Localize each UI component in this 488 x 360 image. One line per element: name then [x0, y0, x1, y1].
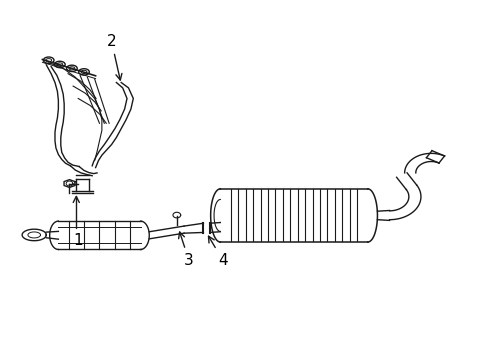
Text: 1: 1 [73, 196, 82, 248]
Text: 3: 3 [178, 232, 193, 268]
Text: 2: 2 [106, 34, 122, 80]
Text: 4: 4 [208, 236, 227, 268]
